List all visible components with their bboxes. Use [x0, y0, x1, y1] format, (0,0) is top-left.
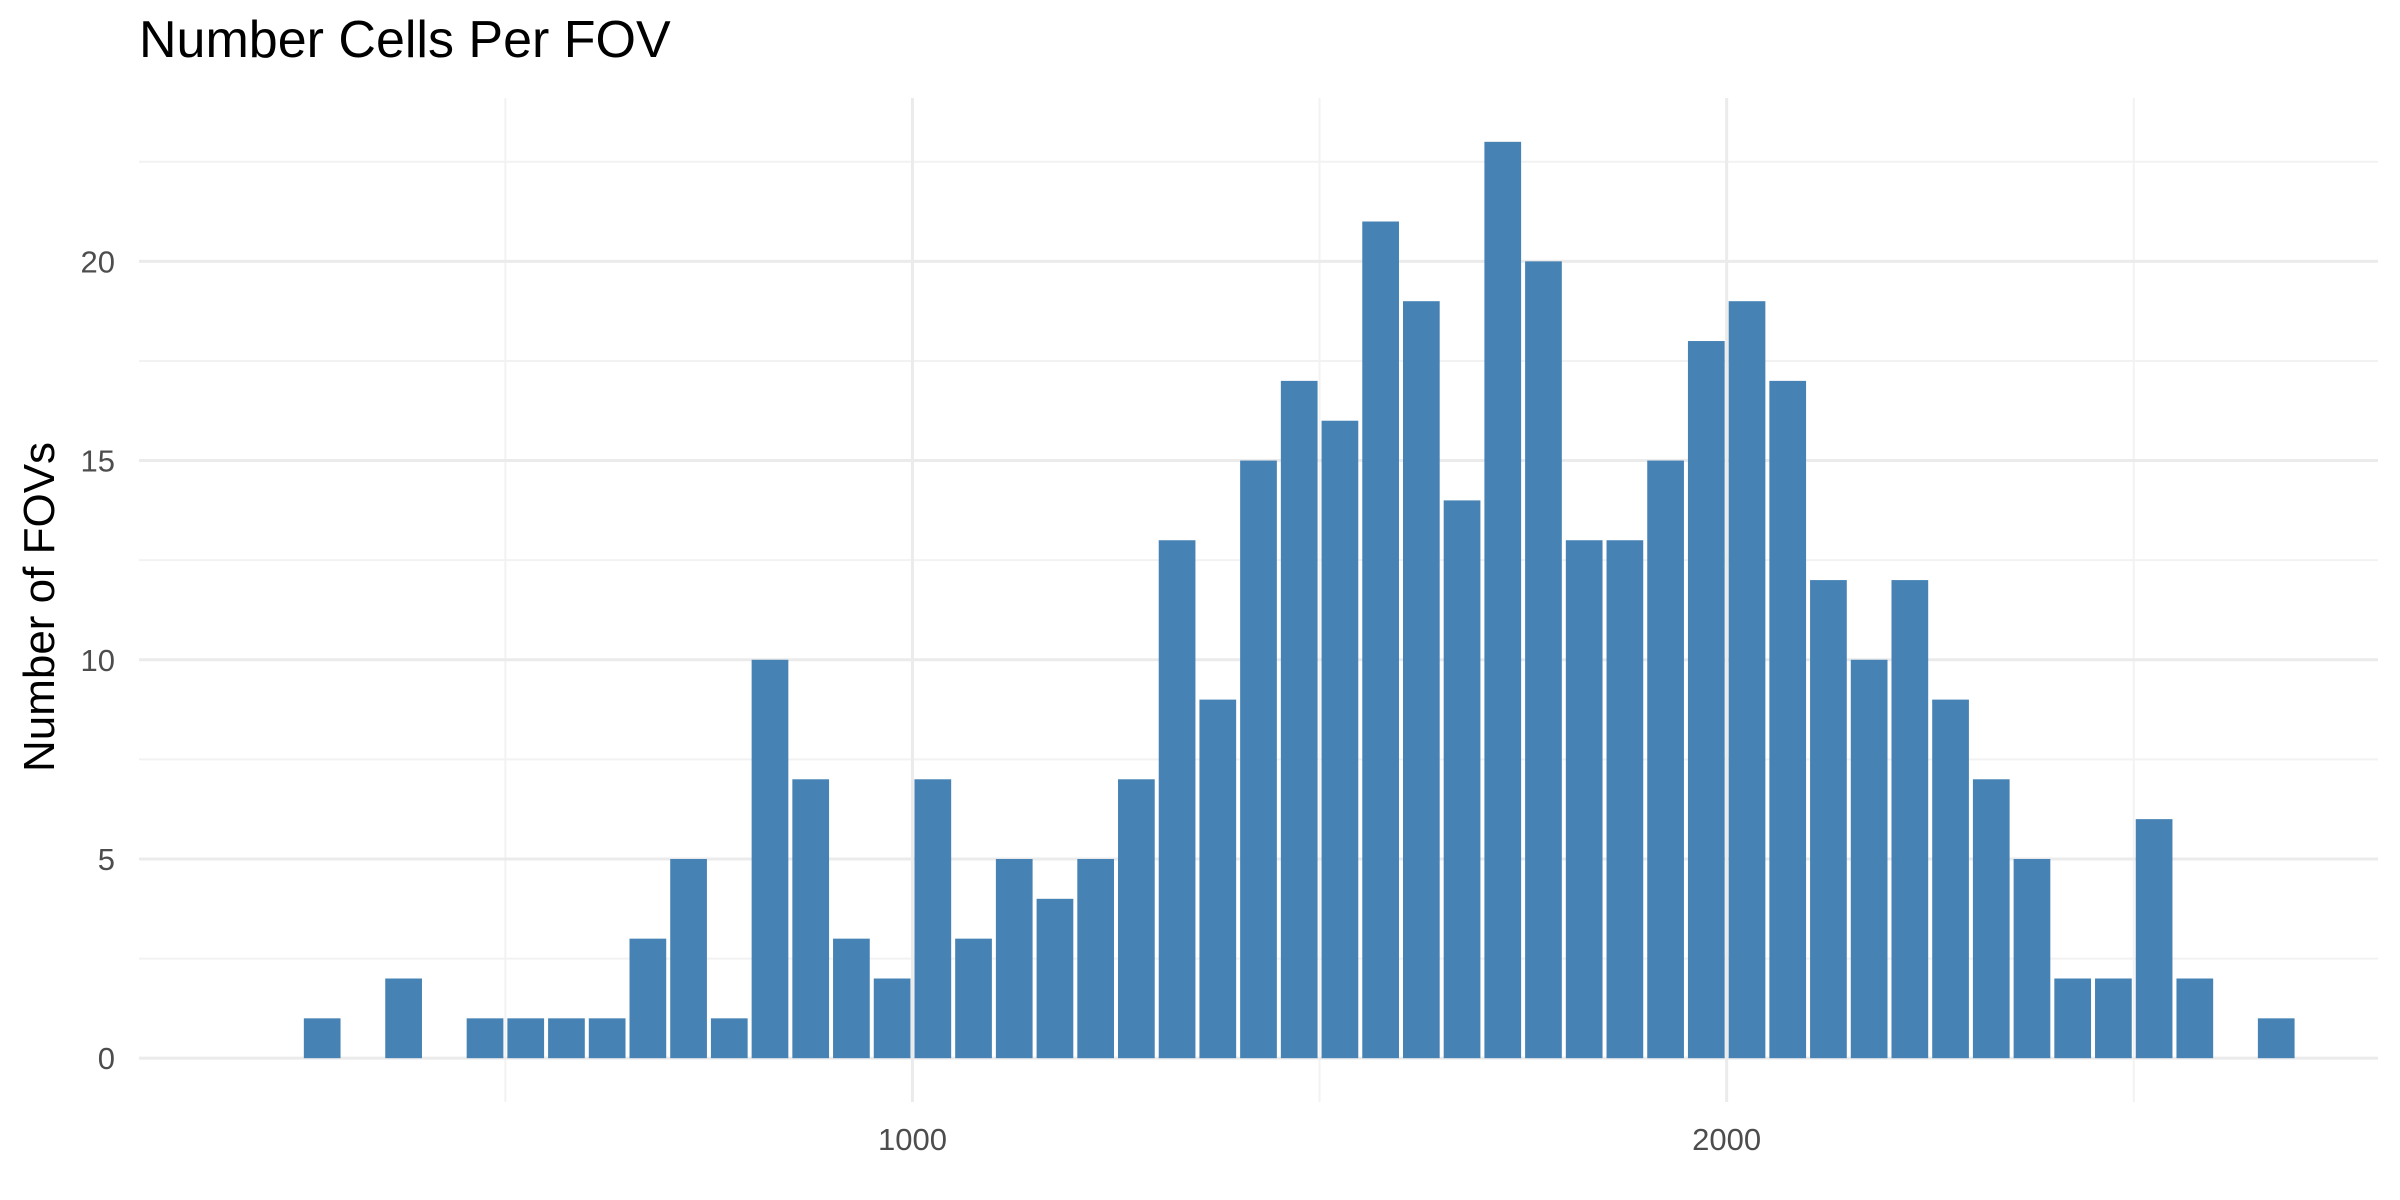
bar [751, 659, 789, 1059]
bar [1402, 301, 1440, 1059]
bar [588, 1018, 626, 1059]
bar [629, 938, 667, 1059]
bar [548, 1018, 585, 1059]
bar [303, 1018, 341, 1059]
bar [1362, 221, 1399, 1059]
bar [833, 938, 870, 1059]
bar [955, 938, 992, 1059]
bar [2135, 819, 2173, 1059]
bar [2257, 1018, 2295, 1059]
bar [1484, 141, 1522, 1059]
tick-labels: 0 5 10 15 20 1000 2000 [81, 244, 1762, 1157]
bar [1525, 261, 1562, 1059]
y-tick-label: 20 [81, 244, 115, 279]
bar [2054, 978, 2092, 1059]
y-tick-label: 10 [81, 643, 115, 678]
y-tick-label: 15 [81, 444, 115, 479]
bar [1647, 460, 1684, 1059]
bar [710, 1018, 748, 1059]
chart-title: Number Cells Per FOV [139, 11, 671, 69]
bar [1606, 540, 1644, 1059]
bar [1199, 699, 1237, 1059]
bar [385, 978, 422, 1059]
bar [995, 858, 1033, 1059]
bar [1565, 540, 1603, 1059]
bar [1280, 380, 1318, 1059]
x-tick-label: 1000 [878, 1122, 947, 1157]
bars [303, 141, 2295, 1059]
bar [873, 978, 911, 1059]
y-tick-label: 0 [98, 1041, 115, 1076]
bar [1443, 500, 1481, 1059]
bar [792, 779, 830, 1059]
bar [2176, 978, 2214, 1059]
bar [2095, 978, 2132, 1059]
bar [1769, 380, 1807, 1059]
bar [1932, 699, 1969, 1059]
y-axis-title: Number of FOVs [15, 442, 64, 772]
bar [1891, 580, 1929, 1059]
bar [1118, 779, 1155, 1059]
bar [1972, 779, 2010, 1059]
bar [1158, 540, 1196, 1059]
y-tick-label: 5 [98, 842, 115, 877]
bar [466, 1018, 504, 1059]
bar [1728, 301, 1766, 1059]
bar [1240, 460, 1277, 1059]
bar [1810, 580, 1847, 1059]
x-tick-label: 2000 [1692, 1122, 1761, 1157]
bar [1077, 858, 1115, 1059]
bar [670, 858, 707, 1059]
bar [1850, 659, 1888, 1059]
bar [914, 779, 952, 1059]
bar [1687, 341, 1725, 1059]
bar [1321, 420, 1359, 1059]
bar [2013, 858, 2051, 1059]
bar [1036, 898, 1074, 1059]
bar [507, 1018, 545, 1059]
